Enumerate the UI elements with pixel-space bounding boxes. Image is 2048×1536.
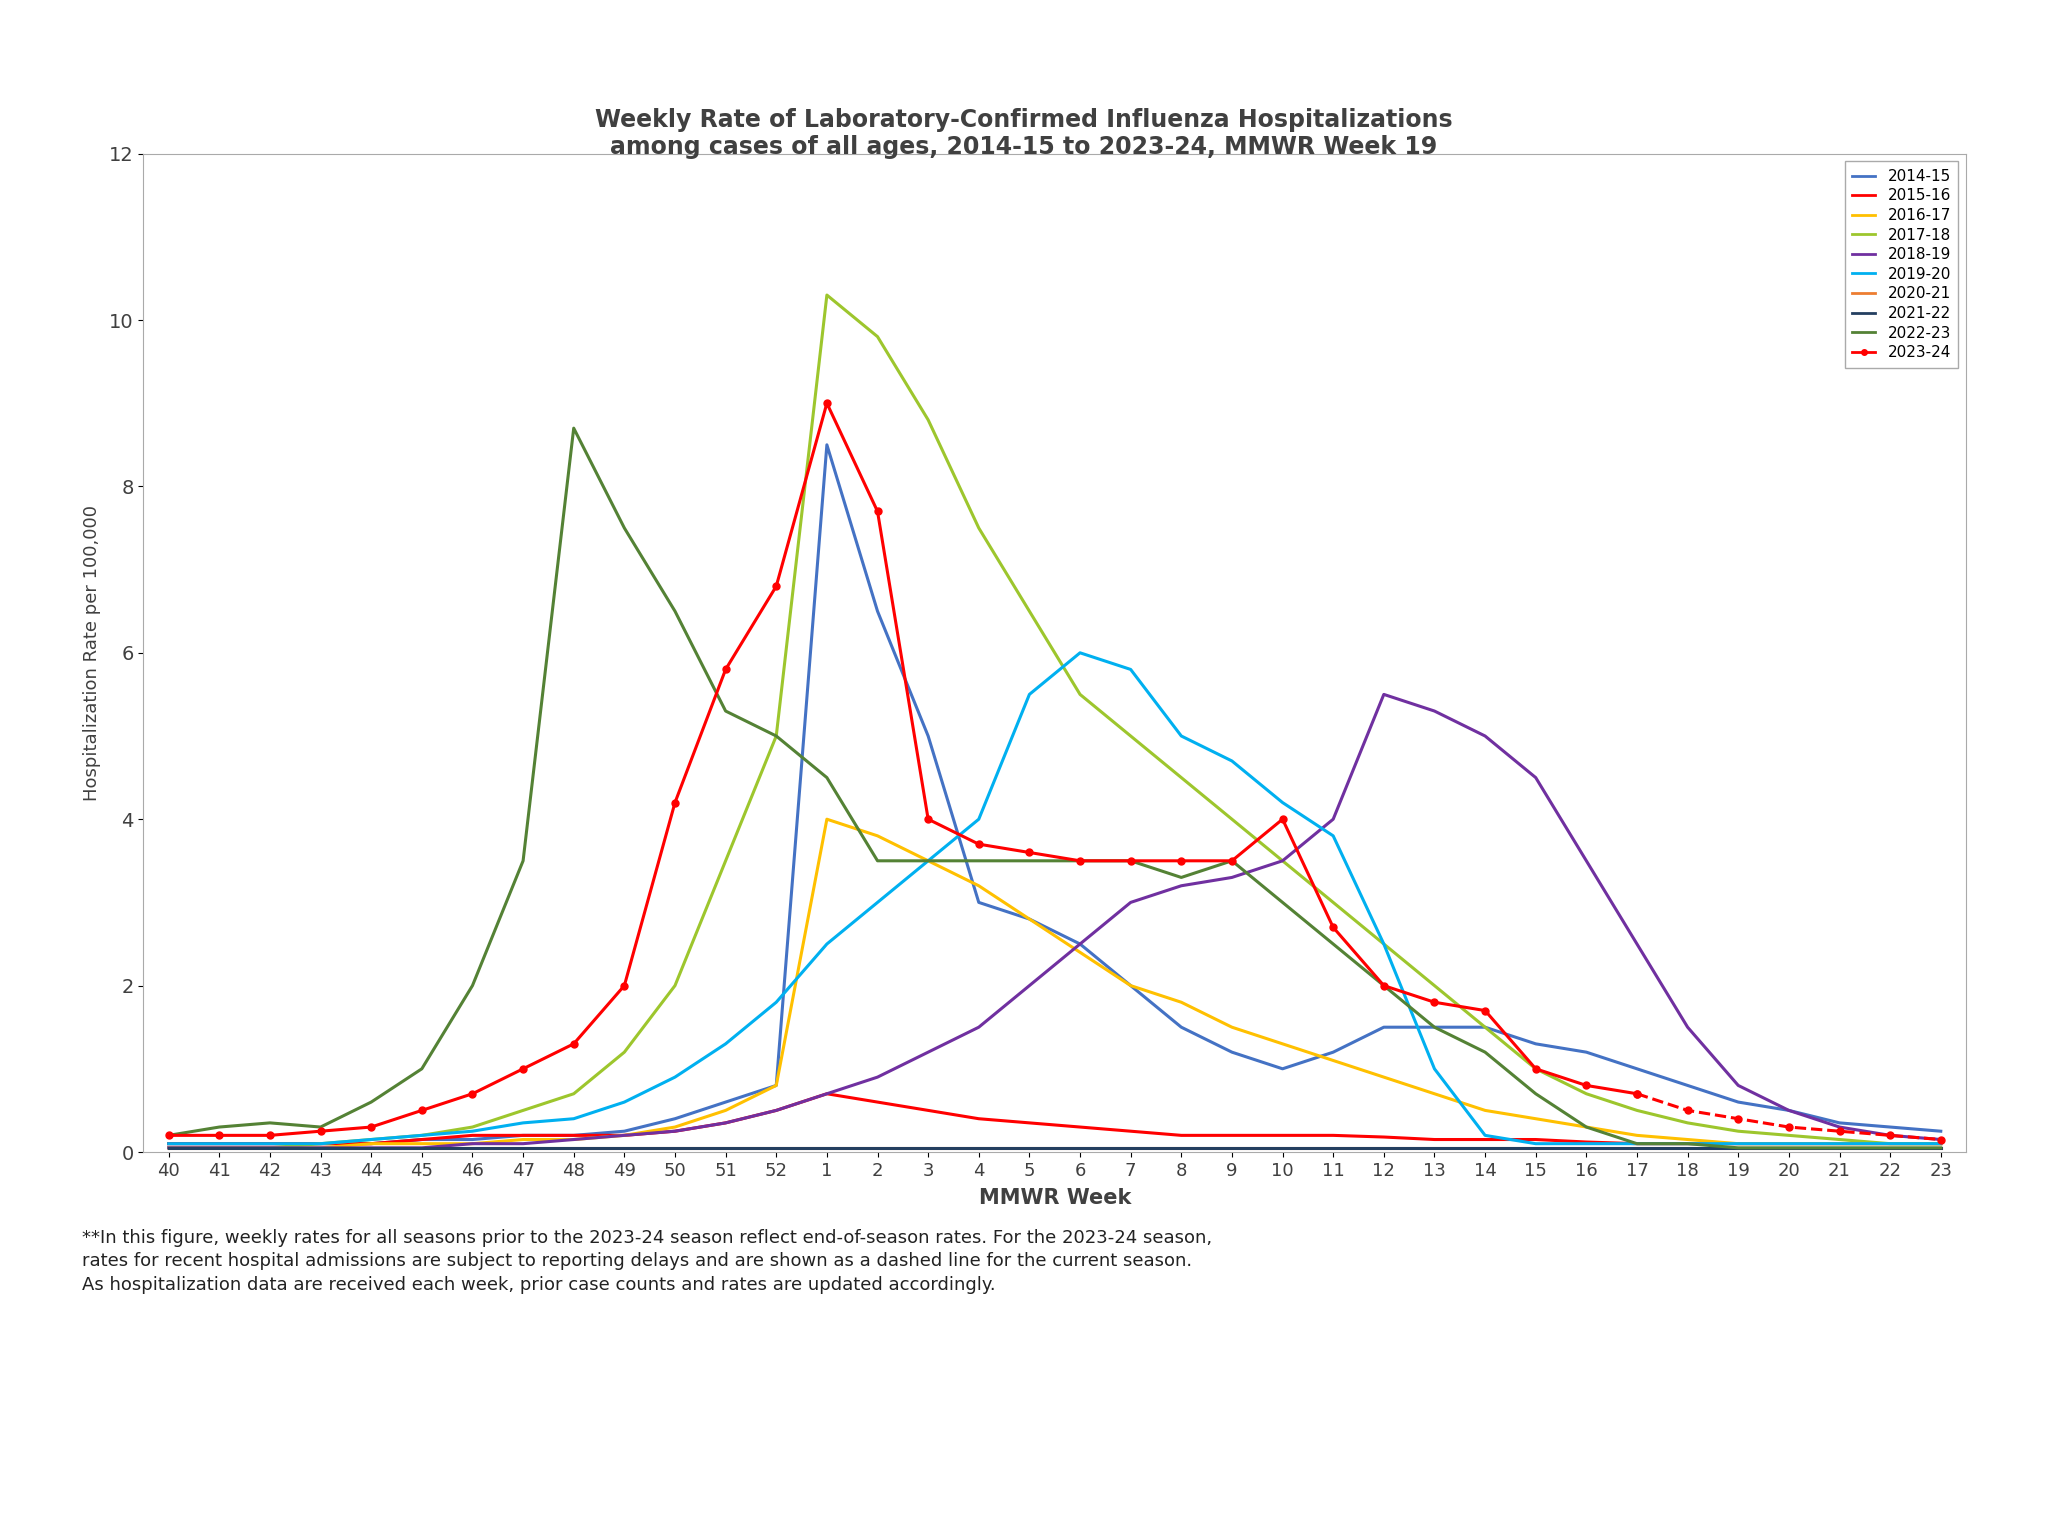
X-axis label: MMWR Week: MMWR Week <box>979 1187 1130 1207</box>
Y-axis label: Hospitalization Rate per 100,000: Hospitalization Rate per 100,000 <box>82 505 100 800</box>
Text: Weekly Rate of Laboratory-Confirmed Influenza Hospitalizations
among cases of al: Weekly Rate of Laboratory-Confirmed Infl… <box>596 108 1452 160</box>
Text: **In this figure, weekly rates for all seasons prior to the 2023-24 season refle: **In this figure, weekly rates for all s… <box>82 1229 1212 1293</box>
Legend: 2014-15, 2015-16, 2016-17, 2017-18, 2018-19, 2019-20, 2020-21, 2021-22, 2022-23,: 2014-15, 2015-16, 2016-17, 2017-18, 2018… <box>1845 161 1958 367</box>
